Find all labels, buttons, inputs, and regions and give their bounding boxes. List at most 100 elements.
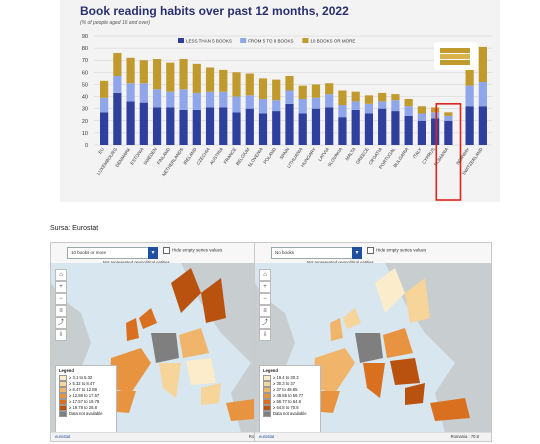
bar-segment (298, 98, 307, 114)
bar-segment (126, 57, 135, 84)
books-icon-book (440, 48, 470, 53)
legend-swatch (59, 381, 67, 387)
bar-segment (325, 107, 334, 145)
layers-icon[interactable]: ≡ (55, 305, 67, 317)
legend-swatch (263, 387, 271, 393)
bar-segment (325, 83, 334, 95)
map-readout: Romania : 70.8 (450, 434, 479, 439)
bar-segment (351, 109, 360, 145)
map-panel-left: 10 books or more ▾ Hide empty series val… (50, 242, 288, 442)
bar-segment (139, 102, 148, 145)
bar-segment (338, 105, 347, 118)
bar-segment (391, 111, 400, 145)
bar-segment (417, 106, 427, 114)
legend-item: ≥ 48.85 to 56.77 (260, 393, 320, 399)
legend-item: ≥ 3.1 to 5.32 (56, 375, 116, 381)
share-icon[interactable]: ⤴ (55, 317, 67, 329)
bar-segment (404, 98, 413, 107)
bar-segment (298, 85, 307, 99)
hide-empty-checkbox[interactable]: Hide empty series values (367, 247, 426, 254)
bar-segment (298, 113, 307, 145)
bar-segment (152, 89, 162, 108)
bar-segment (465, 59, 474, 86)
legend-item: ≥ 8.47 to 12.88 (56, 387, 116, 393)
bar-segment (285, 103, 294, 145)
bar-segment (258, 113, 268, 145)
download-icon[interactable]: ⇩ (55, 329, 67, 341)
home-icon[interactable]: ⌂ (259, 269, 271, 281)
zoom-out-button[interactable]: − (259, 293, 271, 305)
eurostat-logo: eurostat (55, 434, 71, 439)
chevron-down-icon[interactable]: ▾ (352, 247, 362, 259)
bar-segment (179, 59, 188, 90)
series-select[interactable]: 10 books or more (67, 247, 152, 259)
bar-segment (258, 78, 268, 99)
bar-segment (351, 91, 360, 102)
bar-segment (166, 91, 175, 108)
hide-empty-checkbox[interactable]: Hide empty series values (163, 247, 222, 254)
map-legend: Legend ≥ 19.4 to 30.3 ≥ 30.3 to 37 ≥ 37 … (259, 365, 321, 439)
bar-segment (404, 106, 413, 116)
chart-card: Book reading habits over past 12 months,… (60, 0, 500, 202)
bar-segment (139, 83, 148, 103)
bar-segment (219, 69, 228, 92)
legend-item: ≥ 56.77 to 64.8 (260, 399, 320, 405)
map-legend: Legend ≥ 3.1 to 5.32 ≥ 5.32 to 8.47 ≥ 8.… (55, 365, 117, 439)
bar-segment (417, 113, 427, 121)
bar-segment (311, 84, 321, 98)
series-select[interactable]: No books (271, 247, 356, 259)
legend-swatch (302, 38, 309, 43)
source-label: Sursa: Eurostat (50, 225, 99, 232)
bar-segment (100, 112, 109, 145)
y-tick-label: 0 (85, 143, 88, 149)
zoom-in-button[interactable]: + (259, 281, 271, 293)
x-tick-label: LATVIA (317, 147, 330, 162)
bar-segment (139, 60, 148, 84)
bar-segment (232, 72, 241, 97)
not-represented-label: Not represented geopolitical entities (307, 260, 374, 265)
y-tick-label: 80 (82, 46, 88, 52)
x-tick-label: AUSTRIA (209, 147, 224, 166)
bar-segment (166, 107, 175, 145)
zoom-out-button[interactable]: − (55, 293, 67, 305)
bar-segment (378, 108, 387, 145)
legend-title: Legend (263, 368, 278, 373)
bar-segment (113, 52, 122, 76)
legend-swatch (59, 399, 67, 405)
bar-segment (205, 91, 215, 108)
legend-swatch (240, 38, 247, 43)
legend-item: Data not available (260, 411, 320, 417)
bar-segment (285, 75, 294, 91)
legend-swatch (59, 393, 67, 399)
bar-chart: Book reading habits over past 12 months,… (80, 4, 492, 201)
bar-segment (219, 91, 228, 108)
bar-segment (338, 117, 347, 145)
legend-item: ≥ 19.4 to 30.3 (260, 375, 320, 381)
bar-segment (478, 46, 487, 83)
bar-segment (192, 63, 201, 93)
y-tick-label: 90 (82, 34, 88, 40)
x-tick-label: EU (97, 147, 105, 155)
layers-icon[interactable]: ≡ (259, 305, 271, 317)
legend-title: Legend (59, 368, 74, 373)
eurostat-logo: eurostat (259, 434, 275, 439)
download-icon[interactable]: ⇩ (259, 329, 271, 341)
y-tick-label: 20 (82, 119, 88, 125)
bar-segment (245, 73, 254, 96)
books-icon-book (440, 54, 470, 59)
y-tick-label: 10 (82, 131, 88, 137)
zoom-in-button[interactable]: + (55, 281, 67, 293)
home-icon[interactable]: ⌂ (55, 269, 67, 281)
chevron-down-icon[interactable]: ▾ (148, 247, 158, 259)
map-footer: eurostat Romania : 3.1 (51, 432, 287, 441)
bar-segment (272, 100, 281, 112)
bar-segment (364, 113, 374, 145)
legend-label: 10 BOOKS OR MORE (310, 39, 355, 44)
bar-segment (152, 107, 162, 145)
bar-segment (364, 103, 374, 114)
share-icon[interactable]: ⤴ (259, 317, 271, 329)
bar-segment (444, 120, 453, 145)
bar-segment (126, 101, 135, 145)
legend-swatch (263, 375, 271, 381)
legend-swatch (59, 411, 67, 417)
